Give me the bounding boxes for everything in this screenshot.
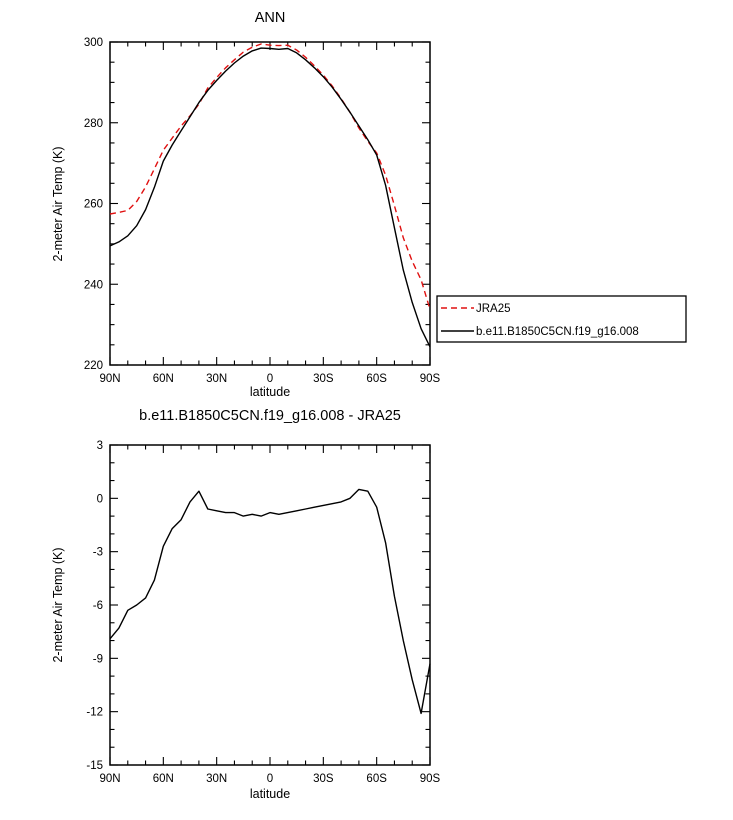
bottom-chart-y-axis-label: 2-meter Air Temp (K) xyxy=(51,547,65,662)
y-tick-label: 3 xyxy=(97,440,103,452)
bottom-chart-x-axis-label: latitude xyxy=(250,787,290,801)
x-tick-label: 90S xyxy=(420,373,441,385)
plot-frame xyxy=(109,41,431,366)
y-tick-label: -9 xyxy=(93,653,103,665)
y-tick-label: 260 xyxy=(84,199,103,211)
x-tick-label: 0 xyxy=(267,373,273,385)
bottom-chart-title: b.e11.B1850C5CN.f19_g16.008 - JRA25 xyxy=(139,408,401,424)
x-tick-label: 30S xyxy=(313,373,334,385)
x-tick-label: 90S xyxy=(420,773,441,785)
series-line-jra25 xyxy=(109,43,431,310)
bottom-chart-plot: 90N 60N 30N 0 30S 60S 90S -15 -12 -9 -6 -3 0 3 xyxy=(86,440,440,785)
series-line-b-e11-b1850c5cn-f19-g16-008 xyxy=(109,47,431,348)
series-line-difference xyxy=(109,488,431,715)
y-tick-label: 0 xyxy=(97,493,103,505)
legend-label-jra25: JRA25 xyxy=(476,303,511,315)
plot-frame xyxy=(109,444,431,766)
y-tick-label: -3 xyxy=(93,547,103,559)
legend-box xyxy=(436,295,687,343)
top-chart-y-axis-label: 2-meter Air Temp (K) xyxy=(51,146,65,261)
legend: JRA25 b.e11.B1850C5CN.f19_g16.008 xyxy=(436,295,687,343)
y-tick-label: 240 xyxy=(84,279,103,291)
x-tick-label: 60N xyxy=(153,373,174,385)
x-tick-label: 30S xyxy=(313,773,334,785)
y-tick-label: -12 xyxy=(86,707,103,719)
x-tick-label: 30N xyxy=(206,373,227,385)
x-tick-label: 90N xyxy=(99,373,120,385)
top-chart-title: ANN xyxy=(255,10,286,26)
x-tick-label: 90N xyxy=(99,773,120,785)
y-tick-label: 220 xyxy=(84,360,103,372)
y-tick-label: -6 xyxy=(93,600,103,612)
x-tick-label: 0 xyxy=(267,773,273,785)
x-tick-label: 60S xyxy=(366,773,387,785)
y-tick-label: 280 xyxy=(84,118,103,130)
x-tick-label: 60S xyxy=(366,373,387,385)
top-chart-plot: 90N 60N 30N 0 30S 60S 90S 220 240 260 280 300 xyxy=(84,37,441,385)
legend-label-model: b.e11.B1850C5CN.f19_g16.008 xyxy=(476,326,639,338)
x-tick-label: 60N xyxy=(153,773,174,785)
y-tick-label: 300 xyxy=(84,37,103,49)
y-tick-label: -15 xyxy=(86,760,103,772)
top-chart-x-axis-label: latitude xyxy=(250,385,290,399)
x-tick-label: 30N xyxy=(206,773,227,785)
